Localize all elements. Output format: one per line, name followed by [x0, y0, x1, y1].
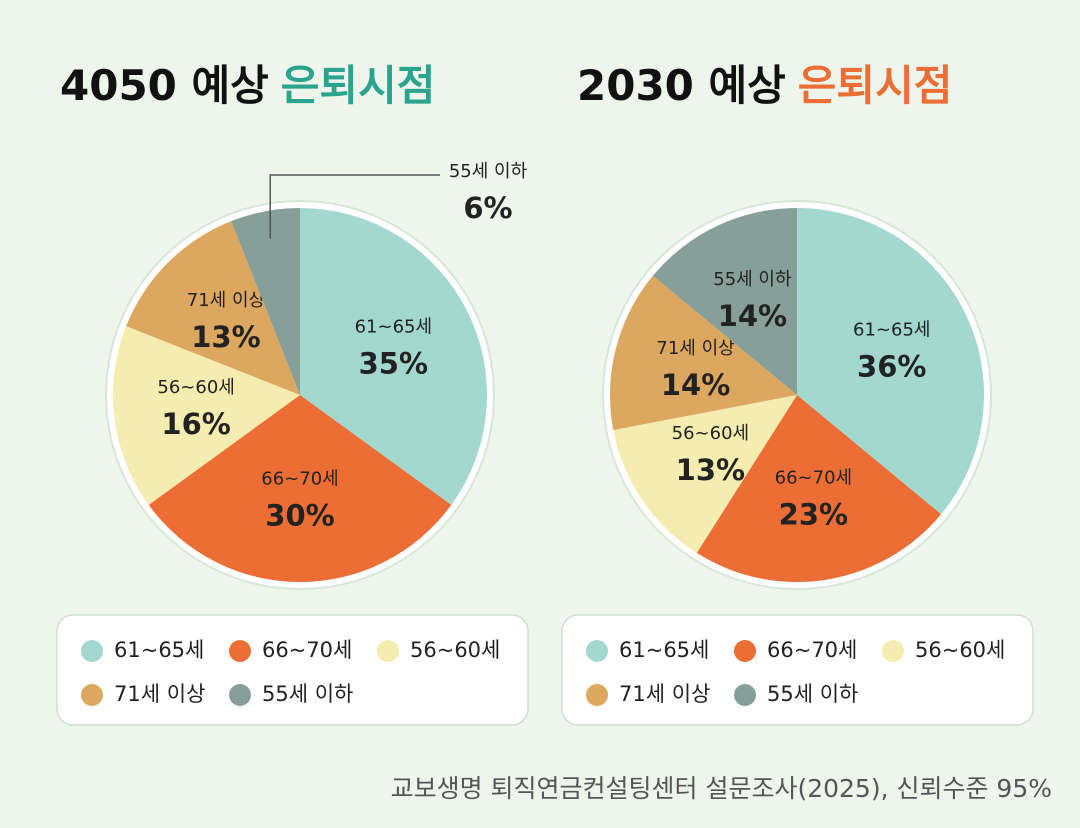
legend-swatch: [586, 640, 608, 662]
slice-category: 71세 이상: [187, 290, 265, 311]
legend-label: 56~60세: [915, 638, 1005, 662]
legend-label: 61~65세: [619, 638, 709, 662]
title-text: 4050 예상: [60, 61, 269, 110]
slice-category: 61~65세: [853, 319, 930, 340]
legend-swatch: [377, 640, 399, 662]
slice-value: 36%: [857, 349, 926, 383]
slice-value: 6%: [463, 191, 512, 225]
title-highlight: 은퇴시점: [798, 61, 953, 110]
source-note: 교보생명 퇴직연금컨설팅센터 설문조사(2025), 신뢰수준 95%: [391, 774, 1052, 803]
pie-slice: [696, 395, 942, 582]
slice-value: 16%: [161, 407, 230, 441]
slice-category: 56~60세: [672, 423, 749, 444]
legend-label: 55세 이하: [767, 682, 858, 706]
legend-label: 56~60세: [410, 638, 500, 662]
pie-slice: [231, 208, 300, 395]
pie-slice: [300, 208, 487, 505]
legend-label: 71세 이상: [619, 682, 710, 706]
slice-category: 66~70세: [261, 469, 338, 490]
pie-slice: [652, 208, 797, 395]
pie-slice: [609, 275, 797, 431]
pie-slice: [148, 395, 452, 583]
title-highlight: 은퇴시점: [281, 61, 436, 110]
slice-value: 23%: [779, 497, 848, 531]
legend-box: [561, 614, 1034, 726]
title-text: 2030 예상: [577, 61, 786, 110]
slice-category: 66~70세: [775, 467, 852, 488]
chart-title: 4050 예상 은퇴시점: [60, 61, 435, 110]
slice-category: 55세 이하: [713, 269, 792, 290]
legend-swatch: [734, 684, 756, 706]
slice-value: 14%: [661, 368, 730, 402]
slice-category: 61~65세: [355, 316, 432, 337]
slice-value: 35%: [359, 346, 428, 380]
slice-value: 14%: [718, 299, 787, 333]
pie-slice: [613, 395, 797, 553]
pie-slice: [126, 221, 300, 395]
legend-label: 71세 이상: [114, 682, 205, 706]
legend-swatch: [229, 640, 251, 662]
legend-swatch: [81, 640, 103, 662]
legend-swatch: [81, 684, 103, 706]
legend-swatch: [882, 640, 904, 662]
legend-label: 66~70세: [767, 638, 857, 662]
slice-category: 71세 이상: [656, 338, 734, 359]
pie-slice: [797, 208, 985, 515]
leader-line: [269, 174, 440, 239]
legend-swatch: [734, 640, 756, 662]
legend-label: 55세 이하: [262, 682, 353, 706]
chart-title: 2030 예상 은퇴시점: [577, 61, 952, 110]
legend-label: 66~70세: [262, 638, 352, 662]
legend-swatch: [586, 684, 608, 706]
pie-slice: [113, 326, 301, 505]
slice-value: 13%: [191, 320, 260, 354]
slice-value: 13%: [676, 453, 745, 487]
legend-box: [56, 614, 529, 726]
slice-value: 30%: [265, 499, 334, 533]
slice-category: 55세 이하: [449, 161, 528, 182]
slice-category: 56~60세: [157, 377, 234, 398]
legend-label: 61~65세: [114, 638, 204, 662]
legend-swatch: [229, 684, 251, 706]
